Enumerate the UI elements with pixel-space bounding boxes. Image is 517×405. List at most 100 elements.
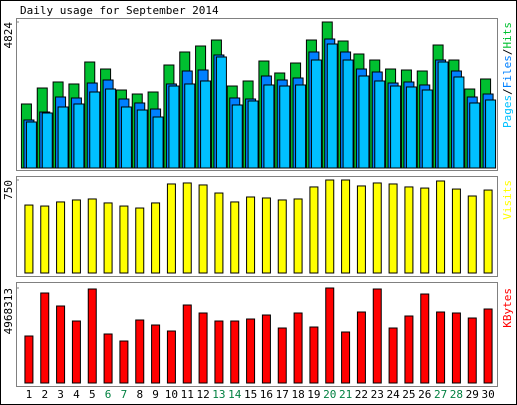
bar bbox=[136, 109, 148, 169]
x-tick-label: 18 bbox=[291, 388, 304, 401]
bar bbox=[485, 99, 497, 169]
bar bbox=[87, 288, 97, 384]
x-tick-label: 15 bbox=[244, 388, 257, 401]
bar bbox=[436, 180, 446, 274]
y-tick-label: 4824 bbox=[2, 22, 15, 49]
bar bbox=[247, 100, 259, 169]
bar bbox=[152, 116, 164, 169]
legend-entry: Pages bbox=[501, 95, 514, 128]
bar bbox=[467, 317, 477, 384]
bar bbox=[326, 43, 338, 169]
legend-entry: Hits bbox=[501, 22, 514, 49]
x-tick-label: 20 bbox=[323, 388, 336, 401]
bar bbox=[374, 80, 386, 169]
bar bbox=[341, 179, 351, 274]
bar bbox=[390, 85, 402, 169]
bar bbox=[135, 319, 145, 384]
bar bbox=[451, 188, 461, 274]
bar bbox=[277, 327, 287, 384]
bar bbox=[420, 293, 430, 384]
bar bbox=[436, 311, 446, 384]
bar bbox=[230, 201, 240, 274]
x-tick-label: 17 bbox=[276, 388, 289, 401]
bar bbox=[119, 205, 129, 274]
x-tick-label: 24 bbox=[386, 388, 400, 401]
bar bbox=[261, 197, 271, 274]
bar bbox=[89, 91, 101, 169]
bar bbox=[231, 104, 243, 169]
bar bbox=[71, 320, 81, 384]
bar bbox=[56, 201, 66, 274]
x-tick-label: 4 bbox=[73, 388, 80, 401]
bar bbox=[215, 56, 227, 169]
bar bbox=[342, 59, 354, 169]
bar bbox=[310, 59, 322, 169]
bar bbox=[73, 103, 85, 169]
bar bbox=[437, 61, 449, 169]
x-tick-label: 3 bbox=[57, 388, 64, 401]
legend: Visits bbox=[501, 180, 514, 220]
x-tick-label: 8 bbox=[136, 388, 143, 401]
bar bbox=[41, 112, 53, 169]
bar bbox=[293, 198, 303, 274]
bar bbox=[105, 88, 117, 169]
bar bbox=[200, 80, 212, 169]
bar bbox=[87, 198, 97, 274]
bar bbox=[166, 330, 176, 384]
x-tick-label: 19 bbox=[307, 388, 320, 401]
legend: Pages/Files/Hits bbox=[501, 22, 514, 128]
legend-entry: Files bbox=[501, 55, 514, 88]
legend-separator: / bbox=[501, 88, 514, 95]
legend-entry: Visits bbox=[501, 180, 514, 220]
bar bbox=[25, 121, 37, 169]
bar bbox=[214, 320, 224, 384]
bar bbox=[57, 106, 69, 169]
bar bbox=[483, 308, 493, 384]
bar bbox=[214, 192, 224, 274]
bar bbox=[103, 202, 113, 274]
bar bbox=[341, 331, 351, 384]
x-tick-label: 22 bbox=[355, 388, 368, 401]
bar bbox=[135, 207, 145, 274]
bar bbox=[467, 195, 477, 274]
legend-separator: / bbox=[501, 49, 514, 56]
bar bbox=[24, 204, 34, 274]
bar bbox=[356, 311, 366, 384]
bar bbox=[469, 102, 481, 169]
chart-title: Daily usage for September 2014 bbox=[20, 4, 219, 17]
bar bbox=[198, 184, 208, 274]
legend-entry: KBytes bbox=[501, 288, 514, 328]
bar bbox=[404, 315, 414, 384]
x-tick-label: 26 bbox=[418, 388, 431, 401]
bar bbox=[358, 75, 370, 169]
bar bbox=[325, 179, 335, 274]
bar bbox=[388, 327, 398, 384]
bar bbox=[198, 312, 208, 384]
bar bbox=[372, 288, 382, 384]
x-tick-label: 7 bbox=[121, 388, 128, 401]
x-tick-label: 23 bbox=[371, 388, 384, 401]
bar bbox=[295, 84, 307, 169]
x-tick-label: 30 bbox=[481, 388, 494, 401]
bar bbox=[309, 326, 319, 384]
bar bbox=[404, 186, 414, 274]
x-tick-label: 14 bbox=[228, 388, 242, 401]
bar bbox=[261, 314, 271, 384]
bar bbox=[263, 84, 275, 169]
bar bbox=[246, 318, 256, 384]
bar bbox=[119, 340, 129, 384]
bar bbox=[120, 106, 132, 169]
bar bbox=[293, 312, 303, 384]
bar bbox=[277, 199, 287, 274]
legend: KBytes bbox=[501, 288, 514, 328]
bar bbox=[388, 183, 398, 274]
bar bbox=[230, 320, 240, 384]
bar bbox=[184, 83, 196, 169]
bar bbox=[279, 85, 291, 169]
x-tick-label: 29 bbox=[466, 388, 479, 401]
bar bbox=[40, 292, 50, 384]
x-tick-label: 2 bbox=[41, 388, 48, 401]
x-tick-label: 27 bbox=[434, 388, 447, 401]
bar bbox=[246, 196, 256, 274]
